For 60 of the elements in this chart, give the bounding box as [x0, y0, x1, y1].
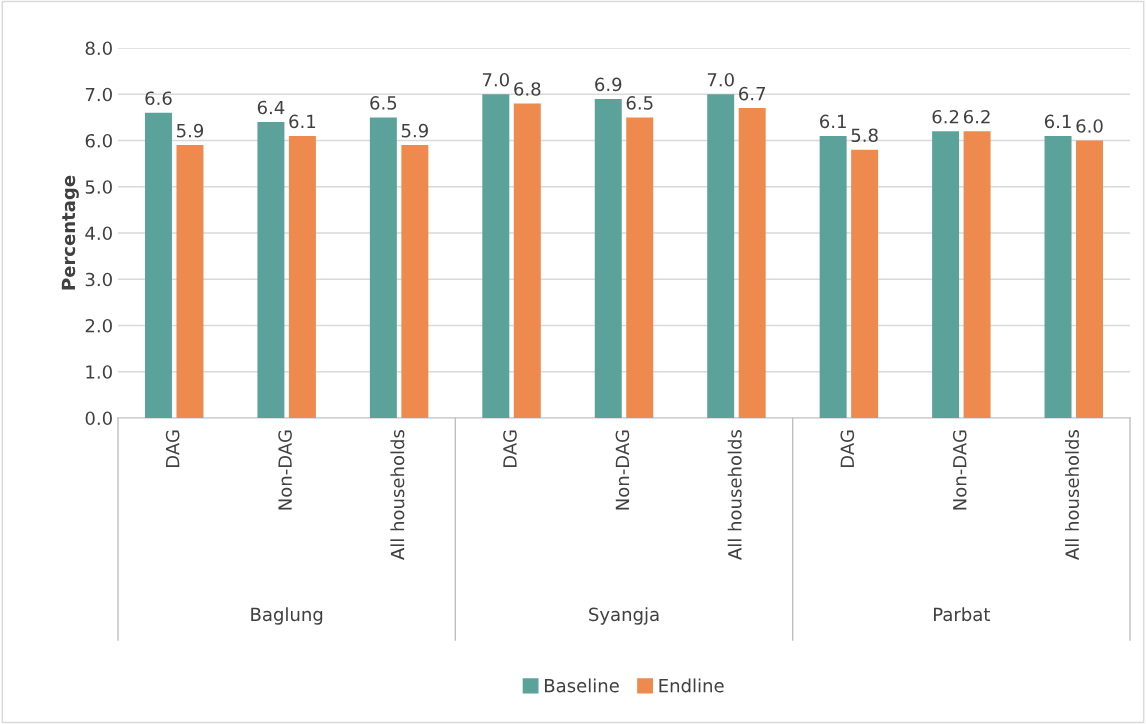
data-label: 6.5 — [370, 96, 397, 110]
x-tick-label: DAG — [840, 430, 855, 467]
bar — [626, 117, 654, 418]
data-label: 7.0 — [707, 72, 734, 87]
data-label: 7.0 — [482, 72, 509, 87]
y-tick-label: 1.0 — [86, 365, 112, 379]
x-tick-label: Non-DAG — [278, 430, 292, 510]
y-tick-label: 8.0 — [85, 41, 112, 56]
legend-label: Baseline — [545, 678, 619, 693]
bar — [144, 112, 172, 418]
data-label: 6.9 — [595, 77, 622, 92]
x-tick-label: All households — [727, 429, 742, 560]
bar — [176, 145, 204, 418]
x-tick-label: DAG — [503, 430, 517, 467]
x-tick-label: All households — [390, 429, 405, 560]
y-tick-label: 4.0 — [85, 226, 112, 241]
y-tick-label: 0.0 — [85, 411, 112, 426]
y-tick-label: 3.0 — [85, 272, 112, 287]
bar — [369, 117, 397, 418]
data-label: 6.1 — [820, 114, 846, 129]
data-label: 6.5 — [626, 96, 653, 110]
bar — [513, 103, 541, 418]
bar — [963, 131, 991, 418]
bar — [401, 145, 429, 418]
data-label: 6.4 — [257, 100, 285, 115]
y-tick-label: 5.0 — [85, 180, 112, 194]
x-tick-label: All households — [1065, 429, 1080, 560]
data-label: 6.1 — [1044, 114, 1071, 129]
x-tick-label: DAG — [165, 430, 180, 467]
x-tick-label: Non-DAG — [615, 430, 630, 510]
text: Syangja — [589, 607, 659, 625]
data-label: 6.1 — [289, 114, 316, 129]
data-label: 5.9 — [177, 123, 204, 138]
bar — [482, 94, 510, 418]
bar — [932, 131, 960, 418]
data-label: 6.0 — [1076, 119, 1103, 133]
data-label: 6.7 — [739, 86, 765, 101]
y-tick-label: 2.0 — [85, 318, 112, 333]
data-label: 6.6 — [145, 91, 172, 106]
legend-label: Endline — [659, 678, 724, 693]
data-label: 6.8 — [514, 82, 541, 96]
bar — [738, 108, 766, 418]
bar — [1076, 140, 1104, 418]
text: Baglung — [251, 607, 323, 625]
y-tick-label: 7.0 — [85, 87, 112, 102]
bar — [1044, 135, 1072, 418]
bar — [288, 135, 316, 418]
text: Parbat — [934, 607, 990, 622]
y-axis-title: Percentage — [61, 175, 79, 290]
data-label: 5.9 — [401, 123, 428, 138]
bar — [707, 94, 735, 418]
x-tick-label: Non-DAG — [952, 430, 967, 510]
data-label: 6.2 — [963, 109, 990, 124]
bar — [594, 98, 622, 418]
data-label: 5.8 — [851, 128, 878, 143]
y-tick-label: 6.0 — [85, 133, 112, 148]
data-label: 6.2 — [932, 109, 959, 124]
bar — [851, 149, 879, 418]
bar — [257, 122, 285, 418]
bar — [819, 135, 847, 418]
